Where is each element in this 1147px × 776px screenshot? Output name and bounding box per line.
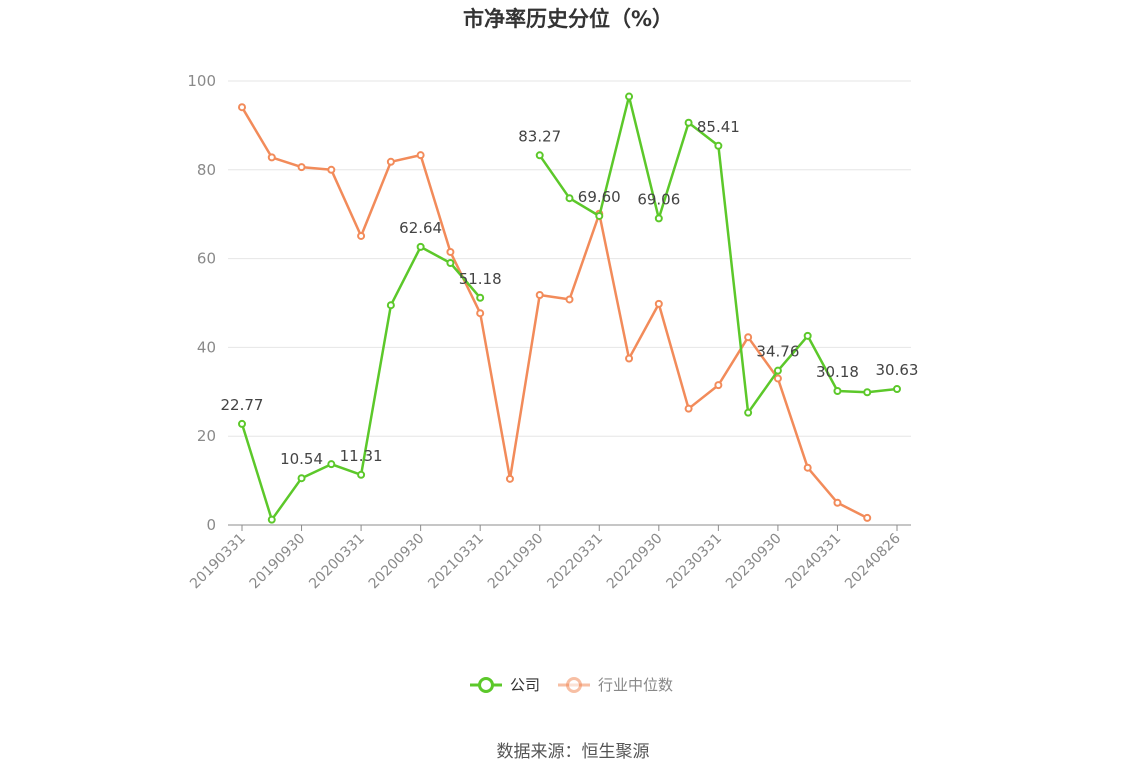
series-point-1[interactable] <box>773 374 782 383</box>
series-point-0[interactable] <box>833 387 842 396</box>
legend-item-company[interactable]: 公司 <box>470 676 540 694</box>
grid-lines <box>228 80 911 437</box>
series-point-0[interactable] <box>773 366 782 375</box>
x-axis: 2019033120190930202003312020093020210331… <box>187 524 911 593</box>
series-point-1[interactable] <box>416 151 425 160</box>
data-label: 85.41 <box>697 118 740 136</box>
series-point-1[interactable] <box>565 295 574 304</box>
x-tick-label: 20210930 <box>485 531 547 593</box>
series-point-0[interactable] <box>386 301 395 310</box>
series-point-1[interactable] <box>744 333 753 342</box>
y-tick-label: 40 <box>197 338 216 356</box>
x-tick-label: 20240826 <box>842 530 904 592</box>
y-tick-label: 60 <box>197 250 216 268</box>
x-tick-label: 20220930 <box>604 531 666 593</box>
series-point-0[interactable] <box>654 214 663 223</box>
data-labels: 22.77 10.54 11.31 62.64 51.18 83.27 69.60 69.06… <box>221 118 919 468</box>
series-point-1[interactable] <box>714 381 723 390</box>
y-tick-label: 100 <box>187 72 216 90</box>
series-point-1[interactable] <box>505 474 514 483</box>
y-tick-label: 20 <box>197 427 216 445</box>
y-tick-label: 0 <box>206 516 216 534</box>
series-point-0[interactable] <box>744 408 753 417</box>
series-point-0[interactable] <box>714 141 723 150</box>
x-tick-label: 20220331 <box>544 531 606 593</box>
data-label: 10.54 <box>280 450 323 468</box>
series-point-0[interactable] <box>297 474 306 483</box>
x-tick-label: 20200331 <box>306 531 368 593</box>
series-point-0[interactable] <box>416 242 425 251</box>
data-label: 69.06 <box>637 190 680 208</box>
series-point-1[interactable] <box>357 231 366 240</box>
series-point-1[interactable] <box>476 309 485 318</box>
series-point-0[interactable] <box>476 293 485 302</box>
series-point-0[interactable] <box>238 419 246 428</box>
series-point-1[interactable] <box>803 463 812 472</box>
series-point-0[interactable] <box>535 151 544 160</box>
series-point-0[interactable] <box>595 211 604 220</box>
series-point-1[interactable] <box>446 247 455 256</box>
series-point-1[interactable] <box>386 157 395 166</box>
y-axis: 0 20 40 60 80 100 <box>187 72 216 534</box>
series-point-0[interactable] <box>893 385 901 394</box>
series-point-1[interactable] <box>684 404 693 413</box>
legend-item-industry-median[interactable]: 行业中位数 <box>558 676 673 694</box>
series-point-1[interactable] <box>297 163 306 172</box>
series-layer <box>238 92 901 524</box>
series-point-0[interactable] <box>863 388 872 397</box>
series-point-0[interactable] <box>684 118 693 127</box>
series-point-0[interactable] <box>446 259 455 268</box>
data-label: 62.64 <box>399 219 442 237</box>
series-point-1[interactable] <box>267 153 276 162</box>
series-point-1[interactable] <box>863 513 872 522</box>
data-label: 51.18 <box>459 270 502 288</box>
x-tick-label: 20190331 <box>187 531 249 593</box>
series-point-1[interactable] <box>833 498 842 507</box>
x-tick-label: 20230930 <box>723 531 785 593</box>
series-point-0[interactable] <box>803 331 812 340</box>
series-point-0[interactable] <box>625 92 634 101</box>
series-point-0[interactable] <box>267 515 276 524</box>
series-point-1[interactable] <box>238 103 246 112</box>
legend-label-company: 公司 <box>510 676 540 694</box>
data-label: 83.27 <box>518 127 561 145</box>
series-point-1[interactable] <box>327 165 336 174</box>
x-tick-label: 20190930 <box>247 531 309 593</box>
legend-label-industry-median: 行业中位数 <box>598 676 673 694</box>
series-line-1 <box>240 106 868 520</box>
data-label: 30.18 <box>816 363 859 381</box>
x-tick-label: 20200930 <box>366 531 428 593</box>
series-point-1[interactable] <box>535 291 544 300</box>
x-tick-label: 20240331 <box>783 531 845 593</box>
y-tick-label: 80 <box>197 161 216 179</box>
data-label: 69.60 <box>578 188 621 206</box>
series-point-0[interactable] <box>357 470 366 479</box>
data-label: 34.76 <box>756 343 799 361</box>
x-tick-label: 20210331 <box>425 531 487 593</box>
chart-title: 市净率历史分位（%） <box>463 7 673 31</box>
data-label: 22.77 <box>221 396 264 414</box>
data-source: 数据来源：恒生聚源 <box>497 742 650 762</box>
series-point-1[interactable] <box>625 354 634 363</box>
legend: 公司 行业中位数 <box>470 676 673 694</box>
series-point-1[interactable] <box>654 299 663 308</box>
series-point-0[interactable] <box>565 194 574 203</box>
series-point-0[interactable] <box>327 460 336 469</box>
data-label: 11.31 <box>340 447 383 465</box>
data-label: 30.63 <box>876 361 919 379</box>
x-tick-label: 20230331 <box>663 531 725 593</box>
